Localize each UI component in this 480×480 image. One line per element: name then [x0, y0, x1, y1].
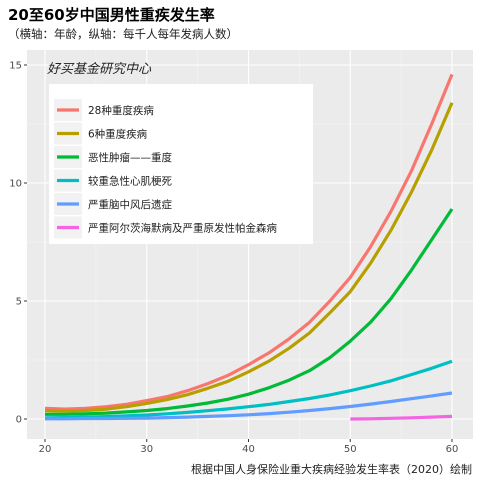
- chart-subtitle: （横轴：年龄，纵轴：每千人每年发病人数）: [8, 27, 238, 41]
- x-tick-label: 30: [140, 444, 153, 455]
- axes: 20 30 40 50 60 0 5 10 15: [9, 61, 458, 456]
- series-line-4: [44, 359, 453, 420]
- series-line-5: [45, 391, 453, 421]
- y-tick-label: 5: [16, 297, 22, 308]
- series-line-3: [45, 208, 454, 416]
- x-tick-label: 50: [344, 444, 357, 455]
- y-tick-label: 10: [9, 179, 22, 190]
- chart-title: 20至60岁中国男性重疾发生率: [8, 6, 215, 24]
- x-tick-label: 60: [446, 444, 459, 455]
- legend-label-1: 28种重度疾病: [88, 104, 154, 117]
- y-tick-label: 15: [9, 61, 22, 72]
- series-line-2: [44, 102, 454, 413]
- legend-label-3: 恶性肿瘤——重度: [88, 151, 172, 164]
- legend-box: [49, 84, 313, 244]
- series-line-6: [350, 414, 453, 421]
- x-tick-label: 20: [39, 444, 52, 455]
- series-layer: [44, 73, 454, 421]
- y-tick-label: 0: [16, 415, 22, 426]
- legend-label-2: 6种重度疾病: [88, 128, 148, 141]
- legend: 28种重度疾病 6种重度疾病恶性肿瘤——重度较重急性心肌梗死严重脑中风后遗症严重阿…: [49, 84, 313, 244]
- chart-caption: 根据中国人身保险业重大疾病经验发生率表（2020）绘制: [191, 463, 472, 476]
- legend-label-5: 严重脑中风后遗症: [88, 198, 172, 211]
- legend-label-4: 较重急性心肌梗死: [88, 175, 172, 188]
- legend-label-6: 严重阿尔茨海默病及严重原发性帕金森病: [88, 222, 277, 235]
- watermark-text: 好买基金研究中心: [47, 61, 152, 77]
- x-tick-label: 40: [242, 444, 255, 455]
- series-line-1: [44, 73, 454, 411]
